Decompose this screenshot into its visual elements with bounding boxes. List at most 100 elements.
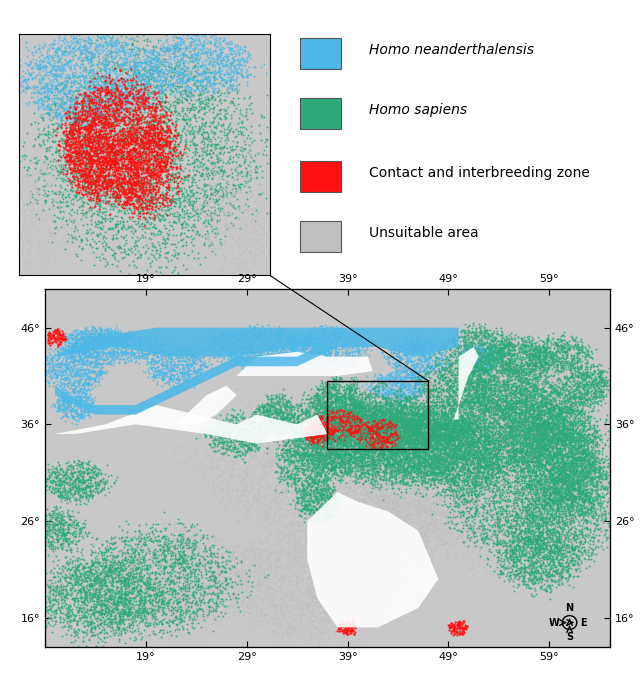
Point — [114, 572, 125, 583]
Point — [345, 470, 355, 481]
Point — [182, 352, 192, 363]
Point — [119, 350, 129, 361]
Point — [501, 417, 512, 428]
Point — [104, 141, 114, 152]
Point — [440, 378, 451, 389]
Point — [428, 413, 438, 424]
Point — [464, 445, 474, 456]
Point — [392, 439, 402, 450]
Point — [290, 343, 300, 354]
Point — [117, 146, 127, 157]
Point — [177, 164, 187, 175]
Point — [206, 264, 216, 275]
Point — [288, 446, 298, 457]
Point — [412, 442, 422, 453]
Point — [376, 418, 386, 429]
Point — [233, 495, 243, 506]
Point — [347, 380, 357, 391]
Point — [383, 585, 393, 596]
Point — [360, 437, 370, 448]
Point — [354, 441, 365, 452]
Point — [80, 335, 90, 346]
Point — [405, 410, 415, 421]
Point — [308, 437, 318, 448]
Point — [453, 363, 463, 374]
Point — [481, 426, 491, 437]
Point — [353, 376, 363, 387]
Point — [231, 518, 241, 529]
Point — [560, 411, 570, 422]
Point — [568, 555, 578, 566]
Point — [317, 436, 327, 447]
Point — [98, 641, 108, 652]
Point — [78, 575, 88, 586]
Point — [438, 439, 449, 450]
Point — [299, 467, 309, 478]
Point — [508, 504, 518, 515]
Point — [101, 129, 112, 140]
Point — [544, 449, 555, 460]
Point — [552, 422, 562, 433]
Point — [554, 398, 564, 409]
Point — [558, 426, 568, 437]
Point — [521, 406, 531, 417]
Point — [437, 387, 447, 398]
Point — [521, 566, 532, 577]
Point — [386, 415, 396, 426]
Point — [530, 420, 540, 431]
Point — [58, 95, 68, 106]
Point — [367, 410, 377, 421]
Point — [334, 401, 344, 412]
Point — [80, 181, 91, 192]
Point — [149, 356, 159, 367]
Point — [469, 497, 480, 508]
Point — [159, 191, 169, 202]
Point — [89, 195, 99, 206]
Point — [329, 409, 340, 420]
Point — [476, 477, 487, 488]
Point — [148, 572, 158, 583]
Point — [309, 500, 319, 511]
Point — [178, 49, 189, 60]
Point — [535, 363, 545, 374]
Point — [408, 391, 419, 402]
Point — [89, 466, 100, 477]
Point — [584, 422, 594, 433]
Point — [337, 471, 347, 482]
Point — [474, 460, 484, 471]
Point — [118, 202, 128, 213]
Point — [89, 90, 99, 101]
Point — [544, 580, 555, 591]
Point — [496, 422, 506, 433]
Point — [383, 433, 393, 444]
Point — [321, 431, 331, 442]
Point — [537, 530, 548, 541]
Point — [307, 433, 317, 444]
Point — [313, 497, 323, 508]
Point — [254, 416, 264, 427]
Point — [166, 174, 176, 185]
Point — [205, 595, 216, 606]
Point — [471, 470, 482, 481]
Point — [92, 346, 103, 357]
Point — [365, 460, 376, 471]
Point — [82, 572, 92, 583]
Point — [417, 434, 428, 445]
Point — [41, 225, 51, 236]
Point — [551, 487, 562, 498]
Point — [164, 374, 175, 385]
Point — [401, 415, 411, 426]
Point — [400, 424, 410, 435]
Point — [455, 405, 465, 416]
Point — [130, 50, 141, 61]
Point — [322, 331, 333, 342]
Point — [187, 173, 197, 184]
Point — [409, 398, 419, 409]
Point — [416, 417, 426, 428]
Point — [347, 356, 358, 367]
Point — [437, 372, 447, 383]
Point — [125, 88, 135, 99]
Point — [82, 338, 92, 350]
Point — [349, 414, 360, 425]
Point — [320, 338, 330, 349]
